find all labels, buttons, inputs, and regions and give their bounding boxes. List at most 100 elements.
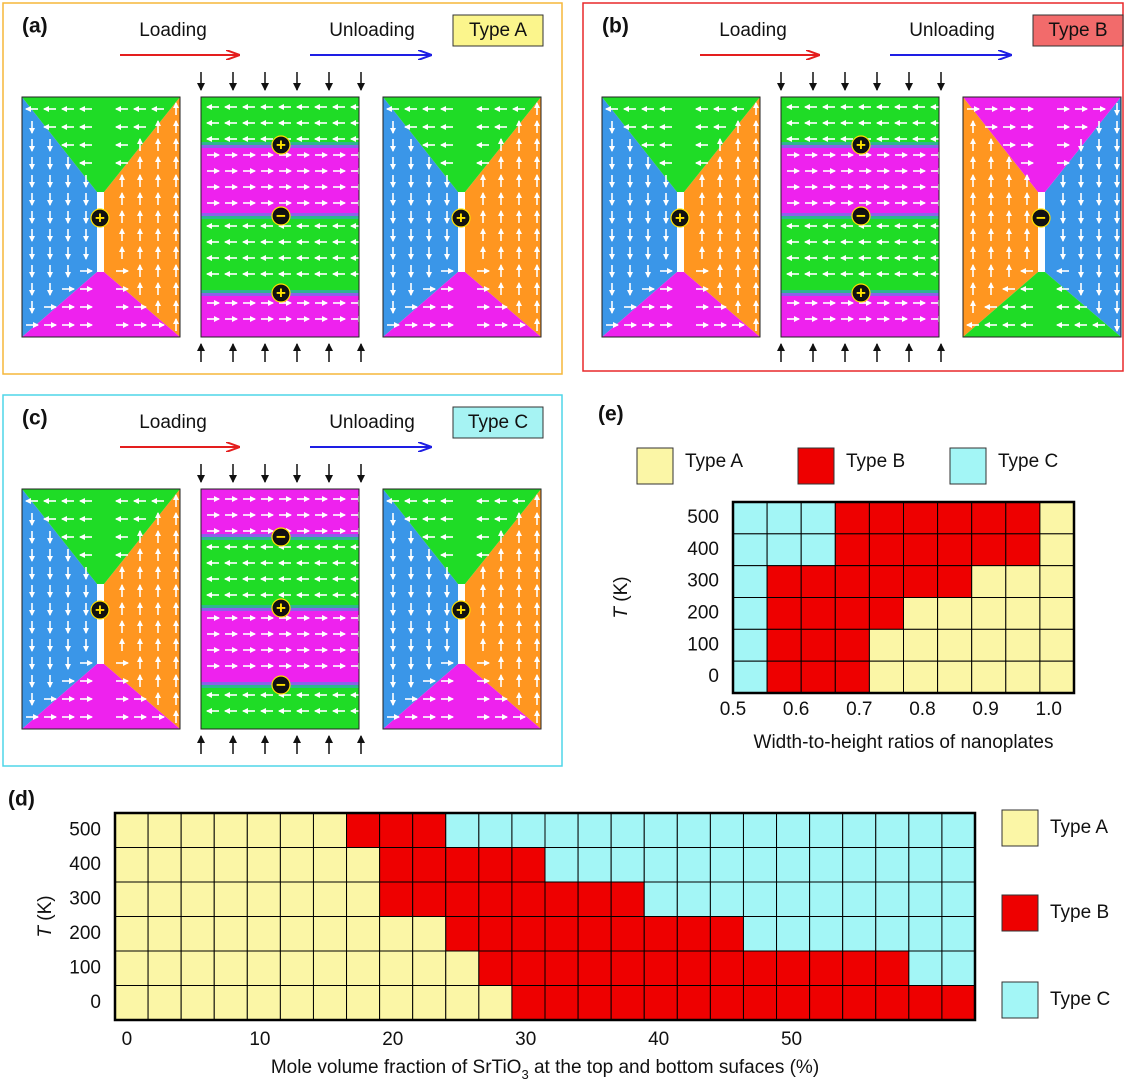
band-domain — [201, 216, 359, 293]
cell — [380, 986, 413, 1021]
cell — [578, 986, 611, 1021]
charge-sign: − — [276, 206, 286, 225]
cell — [313, 917, 346, 952]
cell — [767, 534, 801, 566]
cell — [280, 882, 313, 917]
cell — [1040, 502, 1074, 534]
cell — [909, 917, 942, 952]
charge-sign: − — [276, 675, 286, 694]
cell — [545, 813, 578, 848]
cell — [578, 882, 611, 917]
cell — [380, 917, 413, 952]
cell — [247, 848, 280, 883]
cell — [777, 813, 810, 848]
cell — [181, 848, 214, 883]
cell — [512, 848, 545, 883]
cell — [181, 951, 214, 986]
cell — [280, 848, 313, 883]
y-axis-label: T (K) — [35, 895, 56, 937]
cell — [942, 882, 975, 917]
loading-label: Loading — [719, 20, 787, 41]
cell — [380, 813, 413, 848]
cell — [777, 986, 810, 1021]
cell — [677, 951, 710, 986]
cell — [743, 986, 776, 1021]
y-axis-label-part: (K) — [35, 895, 56, 926]
cell — [942, 986, 975, 1021]
cell — [801, 598, 835, 630]
cell — [909, 986, 942, 1021]
cell — [677, 882, 710, 917]
cell — [777, 917, 810, 952]
type-label: Type B — [1048, 20, 1107, 41]
cell — [972, 661, 1006, 693]
cell — [1040, 534, 1074, 566]
cell — [611, 917, 644, 952]
cell — [1040, 629, 1074, 661]
cell — [446, 917, 479, 952]
band-domain — [781, 216, 939, 293]
cell — [938, 661, 972, 693]
y-axis-label-part: (K) — [611, 576, 632, 607]
cell — [214, 882, 247, 917]
cell — [380, 951, 413, 986]
y-tick-label: 200 — [687, 602, 719, 623]
cell — [644, 951, 677, 986]
cell — [810, 951, 843, 986]
cell — [545, 848, 578, 883]
legend-swatch — [1002, 810, 1038, 846]
x-axis-label: Mole volume fraction of SrTiO3 at the to… — [271, 1057, 819, 1082]
cell — [810, 986, 843, 1021]
cell — [115, 986, 148, 1021]
cell — [611, 848, 644, 883]
cell — [479, 951, 512, 986]
legend-swatch — [637, 448, 673, 484]
cell — [710, 882, 743, 917]
charge-sign: + — [95, 600, 105, 619]
cell — [214, 848, 247, 883]
cell — [972, 629, 1006, 661]
y-tick-label: 0 — [90, 992, 101, 1013]
y-tick-label: 300 — [687, 571, 719, 592]
cell — [938, 502, 972, 534]
cell — [942, 917, 975, 952]
cell — [677, 986, 710, 1021]
cell — [512, 986, 545, 1021]
cell — [512, 917, 545, 952]
y-tick-label: 100 — [69, 957, 101, 978]
cell — [801, 534, 835, 566]
cell — [876, 848, 909, 883]
cell — [611, 951, 644, 986]
cell — [801, 566, 835, 598]
cell — [733, 661, 767, 693]
cell — [115, 917, 148, 952]
cell — [938, 629, 972, 661]
cell — [446, 951, 479, 986]
legend-label: Type A — [685, 451, 743, 472]
cell — [801, 502, 835, 534]
cell — [347, 882, 380, 917]
cell — [380, 848, 413, 883]
cell — [644, 882, 677, 917]
x-tick-label: 20 — [382, 1029, 403, 1050]
charge-sign: − — [1036, 208, 1046, 227]
legend-label: Type C — [998, 451, 1058, 472]
charge-sign: + — [675, 208, 685, 227]
cell — [247, 951, 280, 986]
charge-sign: + — [456, 208, 466, 227]
cell — [479, 882, 512, 917]
y-tick-label: 500 — [687, 507, 719, 528]
cell — [115, 951, 148, 986]
cell — [644, 848, 677, 883]
cell — [743, 917, 776, 952]
cell — [1006, 661, 1040, 693]
x-axis-label-part: 3 — [521, 1067, 528, 1082]
cell — [247, 813, 280, 848]
cell — [578, 848, 611, 883]
cell — [801, 661, 835, 693]
cell — [843, 917, 876, 952]
loading-label: Loading — [139, 412, 207, 433]
cell — [247, 882, 280, 917]
cell — [710, 813, 743, 848]
cell — [578, 917, 611, 952]
